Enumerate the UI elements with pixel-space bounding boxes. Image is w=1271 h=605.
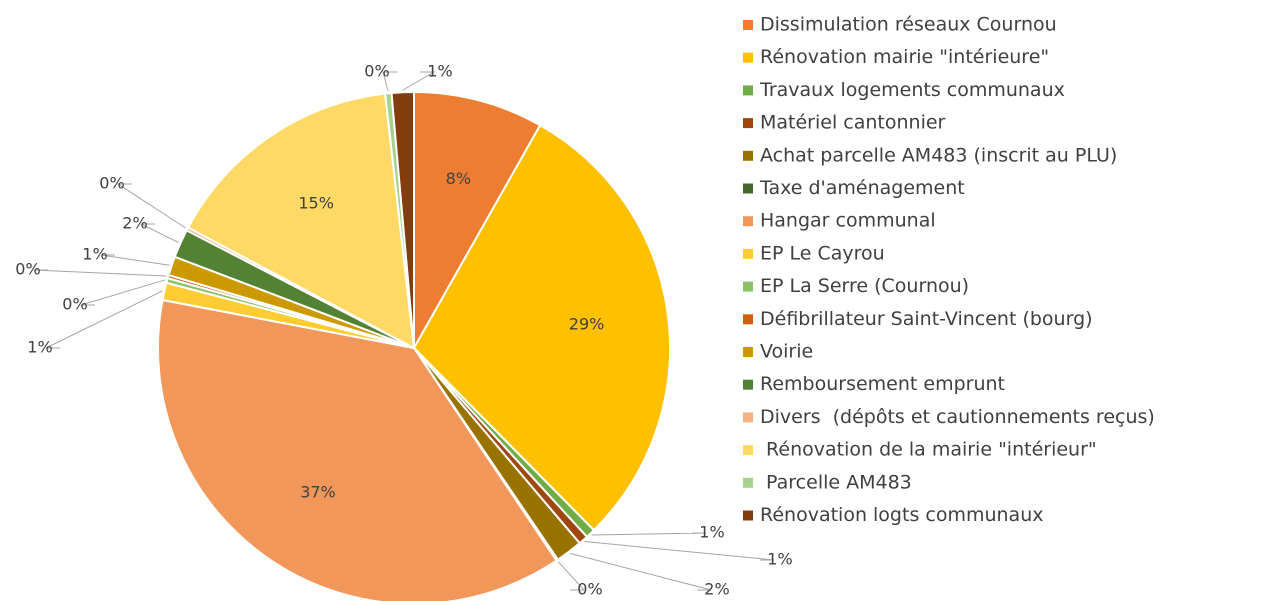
- data-label: 8%: [446, 169, 471, 188]
- data-label: 2%: [122, 214, 147, 233]
- leader-line: [570, 552, 712, 591]
- legend-label: Matériel cantonnier: [760, 112, 946, 134]
- legend-label: Dissimulation réseaux Cournou: [760, 14, 1057, 36]
- legend-swatch: [743, 248, 753, 259]
- leader-line: [591, 532, 707, 536]
- leader-line: [45, 290, 163, 349]
- legend-swatch: [743, 445, 753, 456]
- legend-swatch: [743, 510, 753, 521]
- legend-swatch: [743, 52, 753, 63]
- legend-label: Taxe d'aménagement: [759, 177, 965, 199]
- leader-line: [584, 541, 775, 561]
- legend-label: Voirie: [760, 341, 813, 363]
- legend-label: Divers (dépôts et cautionnements reçus): [760, 406, 1155, 428]
- pie-slice: [157, 298, 558, 605]
- legend-label: EP La Serre (Cournou): [760, 275, 969, 297]
- legend-swatch: [743, 379, 753, 390]
- data-label: 1%: [767, 550, 792, 569]
- leader-line: [402, 71, 436, 91]
- legend-label: Rénovation logts communaux: [760, 504, 1043, 526]
- legend-swatch: [743, 347, 753, 357]
- pie-slice: [186, 92, 416, 350]
- legend-swatch: [743, 85, 753, 96]
- legend-label: Défibrillateur Saint-Vincent (bourg): [760, 308, 1093, 330]
- legend-swatch: [743, 20, 753, 30]
- data-label: 15%: [298, 194, 334, 213]
- data-label: 0%: [364, 62, 389, 81]
- leader-line: [80, 279, 166, 306]
- legend-label: EP Le Cayrou: [760, 242, 885, 264]
- data-label: 0%: [577, 580, 602, 599]
- data-label: 1%: [27, 338, 52, 357]
- legend-swatch: [743, 314, 753, 325]
- legend-label: Travaux logements communaux: [759, 79, 1065, 101]
- legend-swatch: [743, 281, 753, 292]
- data-label: 1%: [427, 62, 452, 81]
- legend-swatch: [743, 150, 753, 161]
- legend-swatch: [743, 412, 753, 423]
- leader-line: [140, 223, 179, 244]
- leader-line: [382, 71, 397, 92]
- legend-label: Achat parcelle AM483 (inscrit au PLU): [760, 144, 1117, 166]
- legend-label: Parcelle AM483: [760, 471, 912, 493]
- data-label: 2%: [704, 580, 729, 599]
- data-label: 0%: [15, 260, 40, 279]
- pie-slice: [412, 123, 671, 532]
- leader-line: [33, 269, 167, 277]
- data-label: 1%: [82, 245, 107, 264]
- legend-label: Remboursement emprunt: [760, 373, 1005, 395]
- legend-label: Hangar communal: [760, 210, 936, 232]
- pie-slice: [390, 90, 415, 349]
- legend-swatch: [743, 118, 753, 129]
- legend-swatch: [743, 477, 753, 488]
- leader-line: [557, 561, 586, 591]
- leader-line: [100, 254, 170, 266]
- data-label: 37%: [300, 483, 336, 502]
- pie-slice: [413, 90, 542, 352]
- legend-swatch: [743, 183, 753, 194]
- data-label: 1%: [699, 523, 724, 542]
- legend-swatch: [743, 216, 753, 227]
- legend-label: Rénovation de la mairie "intérieur": [760, 439, 1097, 461]
- data-label: 29%: [569, 315, 605, 334]
- data-label: 0%: [62, 295, 87, 314]
- leader-line: [116, 183, 186, 229]
- data-label: 0%: [99, 174, 124, 193]
- legend-label: Rénovation mairie "intérieure": [760, 46, 1049, 68]
